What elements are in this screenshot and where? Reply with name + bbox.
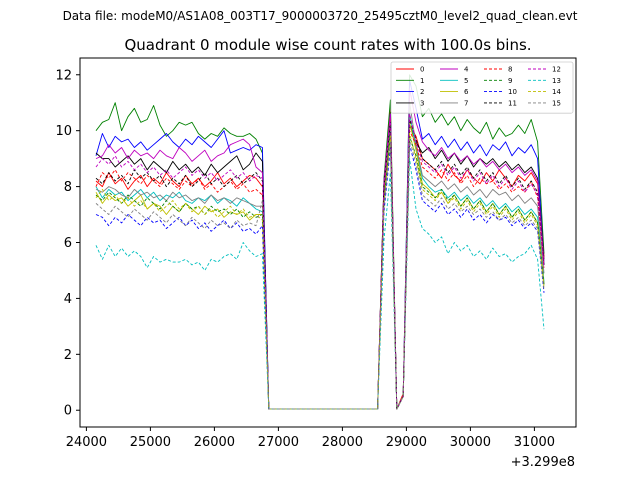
legend-label-2: 2	[420, 88, 424, 96]
legend-label-3: 3	[420, 99, 424, 107]
x-tick-label: 25000	[130, 435, 171, 450]
legend-label-4: 4	[464, 66, 469, 74]
y-tick-label: 12	[55, 68, 72, 83]
x-tick-label: 29000	[386, 435, 427, 450]
y-tick-label: 10	[55, 124, 72, 139]
series-line-15	[95, 138, 545, 410]
y-tick-label: 4	[64, 292, 72, 307]
series-line-13	[95, 158, 545, 410]
chart-suptitle: Data file: modeM0/AS1A08_003T17_90000037…	[63, 9, 578, 23]
y-tick-label: 8	[64, 180, 72, 195]
y-tick-label: 6	[64, 236, 72, 251]
legend-label-15: 15	[552, 99, 561, 107]
x-tick-label: 30000	[450, 435, 491, 450]
x-axis: 24000 25000 26000 27000 28000 29000 30000 31000	[66, 427, 555, 450]
legend-label-5: 5	[464, 77, 468, 85]
x-tick-label: 27000	[258, 435, 299, 450]
legend-box	[390, 61, 574, 114]
series-line-9	[95, 133, 545, 410]
x-tick-label: 26000	[194, 435, 235, 450]
legend-label-8: 8	[508, 66, 512, 74]
legend-label-13: 13	[552, 77, 561, 85]
legend-label-12: 12	[552, 66, 561, 74]
x-tick-label: 31000	[514, 435, 555, 450]
y-tick-label: 0	[64, 404, 72, 419]
legend-label-10: 10	[508, 88, 517, 96]
x-offset-label: +3.299e8	[511, 455, 575, 470]
series-layer	[95, 74, 545, 410]
x-tick-label: 24000	[66, 435, 107, 450]
legend-label-0: 0	[420, 66, 424, 74]
y-axis: 0 2 4 6 8 10 12	[55, 68, 80, 419]
chart-title: Quadrant 0 module wise count rates with …	[124, 36, 531, 54]
legend-label-1: 1	[420, 77, 424, 85]
legend-label-7: 7	[464, 99, 468, 107]
y-tick-label: 2	[64, 348, 72, 363]
series-line-12	[95, 113, 545, 410]
x-tick-label: 28000	[322, 435, 363, 450]
series-line-10	[95, 144, 545, 410]
legend-label-6: 6	[464, 88, 469, 96]
legend-label-14: 14	[552, 88, 561, 96]
plot-area	[80, 58, 576, 427]
legend-label-9: 9	[508, 77, 512, 85]
legend-label-11: 11	[508, 99, 517, 107]
